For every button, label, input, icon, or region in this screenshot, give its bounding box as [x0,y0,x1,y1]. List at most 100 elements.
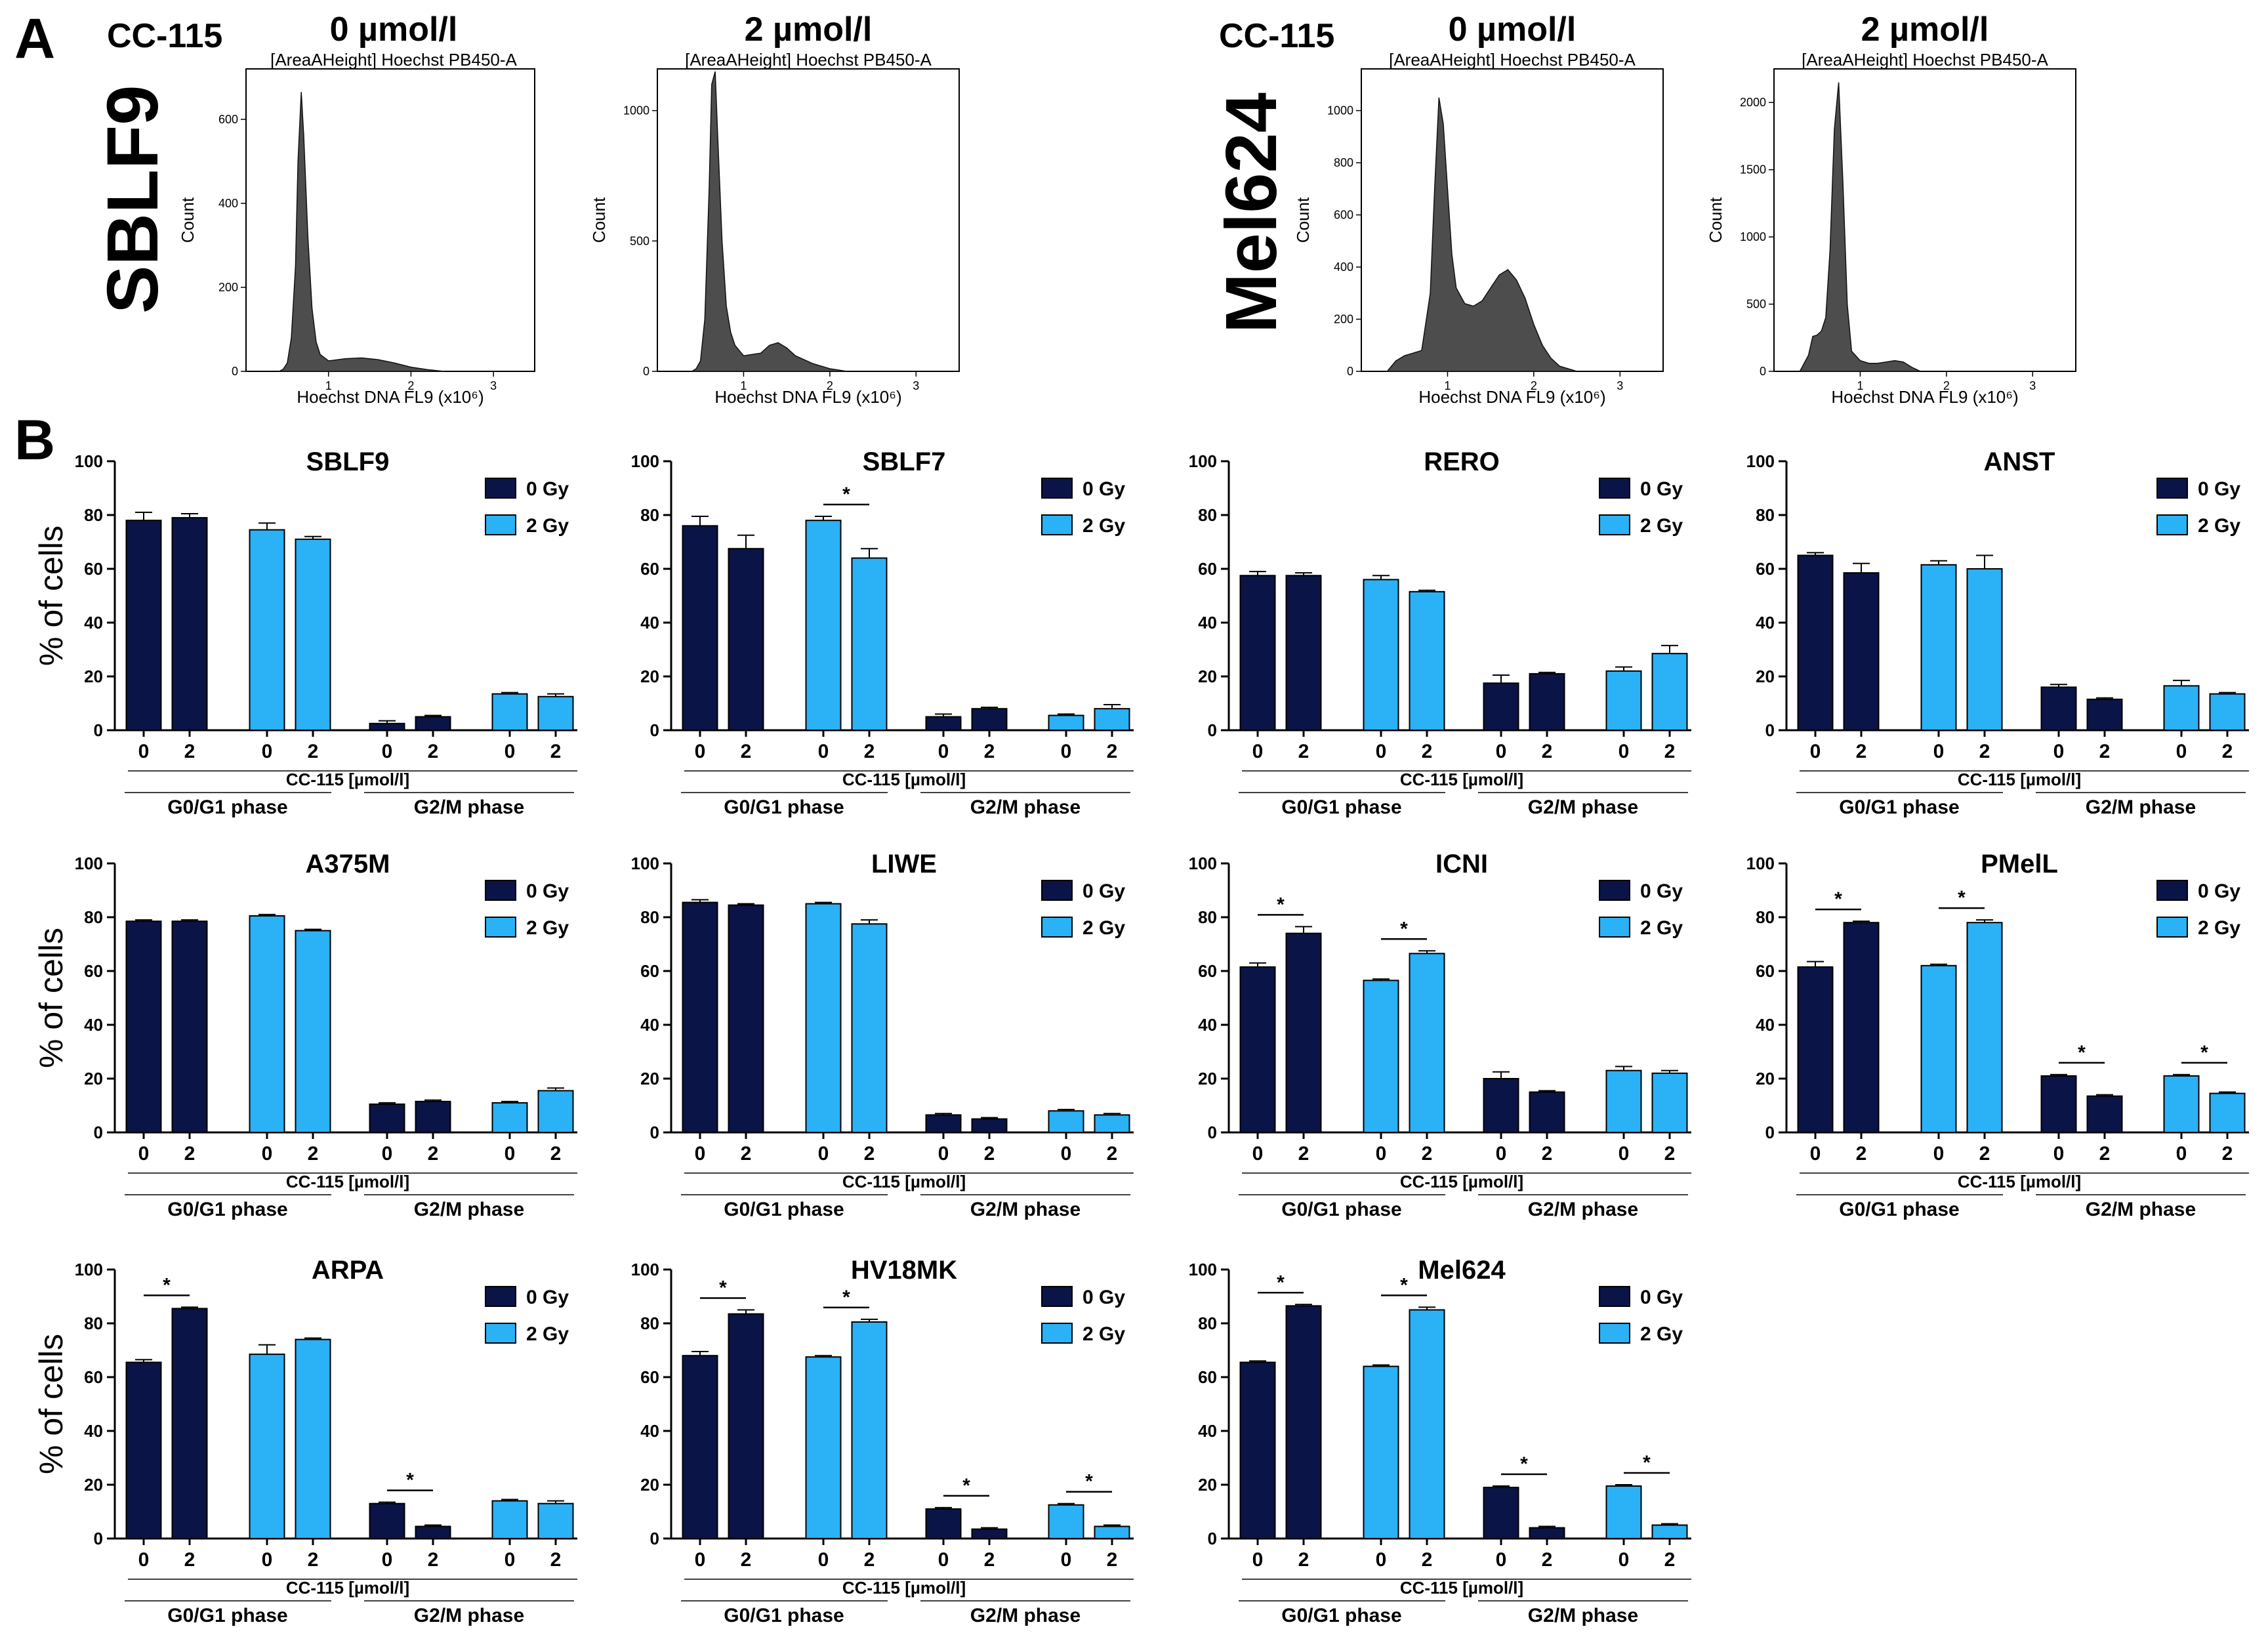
legend-label: 0 Gy [1082,1287,1125,1308]
phase-label: G2/M phase [970,1605,1081,1626]
x-tick-label: 0 [818,1143,829,1165]
y-tick-label: 60 [84,559,103,579]
x-tick-label: 2 [741,741,752,762]
bar [1285,1305,1322,1539]
x-tick-label: 0 [1061,741,1072,762]
cell-line-label-sblf9: SBLF9 [93,85,173,314]
y-tick-label: 40 [640,613,659,632]
x-tick-label: 0 [505,1549,516,1571]
bar [1966,922,2003,1133]
phase-label: G0/G1 phase [1839,796,1959,818]
bar [1409,590,1445,731]
bar [2040,1075,2077,1134]
y-tick-label: 40 [1198,1015,1217,1035]
x-tick-label: 0 [1376,1143,1387,1165]
x-axis-label: CC-115 [µmol/l] [286,770,409,789]
legend-label: 0 Gy [1082,880,1125,902]
x-tick-label: 2 [1664,1143,1676,1165]
y-tick-label: 60 [640,961,659,981]
x-axis-label: CC-115 [µmol/l] [1958,1172,2081,1191]
bar [805,903,842,1133]
bar [491,693,528,732]
significance-mark: * [1834,888,1842,910]
chart-title: RERO [1424,447,1500,476]
y-axis-label: % of cells [33,526,70,666]
legend-label: 0 Gy [2198,478,2240,500]
bar [249,1354,285,1539]
y-tick-label: 20 [1756,1069,1775,1088]
significance-mark: * [2078,1042,2086,1064]
legend-swatch [2156,478,2188,499]
x-tick-label: 0 [505,1143,516,1165]
x-tick-label: 2 [864,1549,875,1571]
chart-title: ARPA [312,1256,384,1285]
x-tick-label: 0 [1933,741,1945,762]
bar [971,708,1008,731]
y-tick-label: 0 [650,1123,659,1142]
y-axis-label: Count [589,197,609,243]
significance-mark: * [842,484,850,505]
x-tick-label: 2 [428,741,439,762]
legend-label: 0 Gy [526,478,569,500]
bar [1483,1487,1519,1540]
y-tick-label: 40 [640,1421,659,1441]
legend-swatch [2156,880,2188,901]
phase-label: G2/M phase [414,1199,524,1220]
significance-mark: * [962,1475,970,1497]
bar [415,1525,451,1540]
bar [925,716,962,731]
x-axis-label: CC-115 [µmol/l] [1400,770,1523,789]
bar [1529,1527,1565,1540]
phase-label: G2/M phase [414,796,524,818]
x-tick-label: 0 [262,741,273,762]
y-tick-label: 60 [84,961,103,981]
phase-label: G0/G1 phase [167,1605,287,1626]
bar [125,520,162,731]
y-tick-label: 20 [1198,1475,1217,1495]
bar [1363,980,1399,1133]
bar [2209,693,2246,732]
x-tick-label: 0 [1619,1549,1630,1571]
x-tick-label: 2 [2222,1143,2233,1165]
x-tick-label: 2 [184,1549,196,1571]
x-tick-label: 0 [2053,741,2065,762]
bar [1363,1365,1399,1540]
bar [2040,686,2077,732]
phase-label: G2/M phase [970,1199,1081,1220]
y-tick-label: 0 [1760,365,1766,378]
significance-mark: * [1400,918,1408,940]
legend-swatch [1041,1286,1073,1307]
phase-label: G2/M phase [414,1605,524,1626]
x-tick-label: 2 [1542,1143,1553,1165]
column-title: 0 µmol/l [1449,10,1577,49]
histogram-area [1799,82,1921,372]
bar [1363,579,1399,732]
bar [2086,698,2123,731]
x-tick-label: 2 [308,1143,319,1165]
y-tick-label: 1500 [1740,163,1766,176]
x-tick-label: 0 [138,1549,150,1571]
bar [1239,966,1276,1133]
x-axis-label: Hoechst DNA FL9 (x10⁶) [714,387,901,407]
x-axis-label: CC-115 [µmol/l] [286,1172,409,1191]
bar [171,920,208,1134]
x-tick-label: 0 [382,1549,393,1571]
histogram-hist-sblf9-0: 0 µmol/l[AreaAHeight] Hoechst PB450-A 0 20… [178,10,535,407]
phase-label: G2/M phase [2086,796,2196,818]
bar [369,1502,405,1539]
y-tick-label: 600 [1334,209,1353,222]
y-tick-label: 20 [84,1475,103,1495]
x-tick-label: 0 [138,1143,150,1165]
legend-label: 2 Gy [1082,917,1125,939]
y-tick-label: 60 [84,1367,103,1387]
x-tick-label: 0 [382,741,393,762]
x-tick-label: 2 [1542,1549,1553,1571]
y-tick-label: 60 [640,559,659,579]
bar [1239,575,1276,731]
y-tick-label: 40 [84,1015,103,1035]
